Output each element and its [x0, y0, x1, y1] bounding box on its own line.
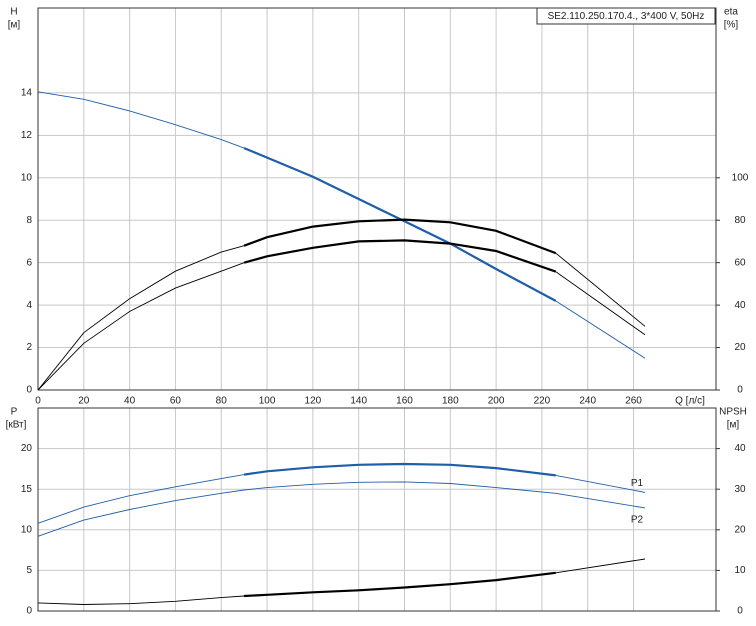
x-tick-label: 260 [625, 396, 642, 407]
y2-tick-label: 0 [737, 606, 743, 617]
x-tick-label: 80 [216, 396, 228, 407]
plot-frame [37, 7, 717, 391]
duty-range-line [243, 218, 557, 255]
series-line [37, 558, 646, 605]
series-line [37, 91, 646, 359]
x-tick-label: 0 [35, 396, 41, 407]
y2-axis-label: eta [724, 7, 738, 18]
y-axis-label: H [10, 7, 17, 18]
y-tick-label: 20 [21, 443, 33, 454]
y-tick-label: 5 [26, 565, 32, 576]
y-tick-label: 14 [21, 88, 33, 99]
y2-tick-label: 30 [734, 484, 746, 495]
y-axis-label: P [11, 407, 18, 418]
duty-range-line [243, 147, 557, 302]
y2-axis-label: NPSH [719, 407, 747, 418]
x-tick-label: 40 [124, 396, 136, 407]
y2-tick-label: 10 [734, 565, 746, 576]
y-tick-label: 12 [21, 130, 33, 141]
y-axis-unit: [кВт] [6, 420, 27, 431]
y2-tick-label: 80 [734, 215, 746, 226]
y2-tick-label: 60 [734, 257, 746, 268]
title-box [536, 7, 716, 25]
x-tick-label: 100 [259, 396, 276, 407]
chart-title: SE2.110.250.170.4., 3*400 V, 50Hz [548, 11, 705, 22]
y-tick-label: 8 [26, 215, 32, 226]
series-label: P1 [631, 478, 644, 489]
y-tick-label: 10 [21, 524, 33, 535]
y2-tick-label: 20 [734, 524, 746, 535]
x-tick-label: 140 [350, 396, 367, 407]
y-tick-label: 2 [26, 342, 32, 353]
y2-tick-label: 0 [737, 385, 743, 396]
y-tick-label: 10 [21, 172, 33, 183]
y2-tick-label: 40 [734, 443, 746, 454]
y-tick-label: 4 [26, 300, 32, 311]
y2-tick-label: 40 [734, 300, 746, 311]
y-tick-label: 0 [26, 606, 32, 617]
x-tick-label: 160 [396, 396, 413, 407]
x-tick-label: 20 [78, 396, 90, 407]
y-tick-label: 15 [21, 484, 33, 495]
plot-frame [37, 407, 717, 612]
x-tick-label: 60 [170, 396, 182, 407]
series-label: P2 [631, 515, 644, 526]
x-tick-label: 220 [534, 396, 551, 407]
y-tick-label: 6 [26, 257, 32, 268]
duty-range-line [243, 239, 557, 273]
x-axis-label: Q [л/с] [675, 396, 705, 407]
duty-range-line [243, 462, 556, 477]
x-tick-label: 120 [305, 396, 322, 407]
y2-tick-label: 100 [732, 172, 749, 183]
x-tick-label: 180 [442, 396, 459, 407]
y-axis-unit: [м] [8, 20, 21, 31]
x-tick-label: 240 [579, 396, 596, 407]
y2-tick-label: 20 [734, 342, 746, 353]
y2-axis-unit: [%] [724, 20, 739, 31]
series-line [37, 481, 646, 537]
y-tick-label: 0 [26, 385, 32, 396]
series-line [37, 463, 646, 524]
x-tick-label: 200 [488, 396, 505, 407]
y2-axis-unit: [м] [727, 420, 740, 431]
duty-range-line [244, 571, 556, 598]
